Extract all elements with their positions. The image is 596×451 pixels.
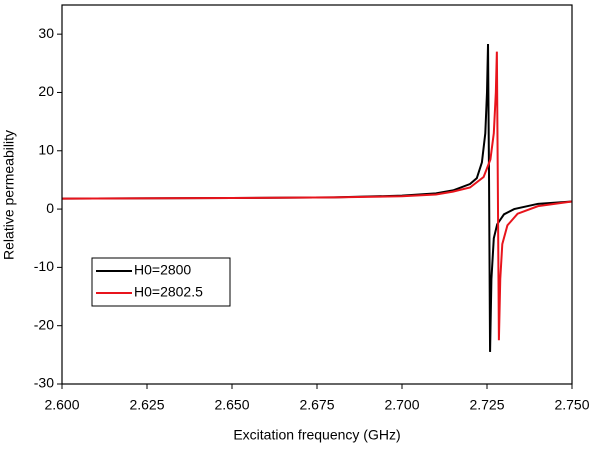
series-line (62, 51, 572, 341)
legend-box (91, 257, 231, 307)
y-tick-label: -10 (34, 258, 54, 274)
y-tick-label: -20 (34, 316, 54, 332)
legend-label: H0=2800 (134, 262, 191, 278)
x-tick-label: 2.700 (384, 397, 419, 413)
y-tick-label: 30 (38, 25, 54, 41)
y-tick-label: 10 (38, 141, 54, 157)
legend-label: H0=2802.5 (134, 284, 203, 300)
x-tick-label: 2.625 (129, 397, 164, 413)
x-axis-label: Excitation frequency (GHz) (233, 427, 400, 443)
y-tick-label: 0 (46, 200, 54, 216)
x-tick-label: 2.725 (469, 397, 504, 413)
x-tick-label: 2.650 (214, 397, 249, 413)
y-tick-label: -30 (34, 375, 54, 391)
y-axis-label: Relative permeability (1, 130, 17, 260)
plot-frame (61, 4, 573, 385)
x-tick-label: 2.600 (44, 397, 79, 413)
y-tick-label: 20 (38, 83, 54, 99)
x-tick-label: 2.675 (299, 397, 334, 413)
x-tick-label: 2.750 (554, 397, 589, 413)
